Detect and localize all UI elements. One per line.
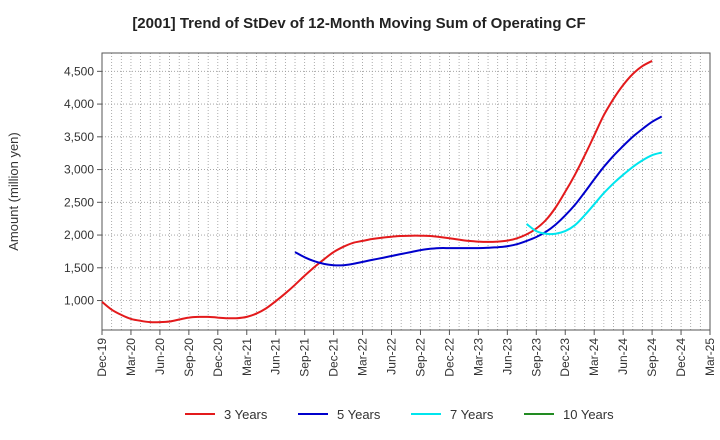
x-tick-label: Mar-22 [356,338,370,376]
x-tick-label: Sep-21 [298,338,312,377]
x-tick-label: Jun-23 [500,338,514,375]
plot-area [101,52,711,331]
grid [102,53,710,330]
y-axis-title: Amount (million yen) [6,132,21,251]
legend-label: 3 Years [224,407,268,422]
x-tick-label: Jun-20 [153,338,167,375]
series-lines [101,60,663,324]
y-tick-label: 3,000 [64,163,94,177]
y-axis: 1,000 1,500 2,000 2,500 3,000 3,500 4,000 4,500 [64,64,102,308]
legend-label: 5 Years [337,407,381,422]
x-tick-label: Dec-21 [327,338,341,377]
series-line-2 [294,115,663,267]
x-tick-label: Mar-20 [124,338,138,376]
x-tick-label: Sep-23 [529,338,543,377]
x-tick-label: Jun-22 [385,338,399,375]
y-tick-label: 4,000 [64,97,94,111]
y-tick-label: 4,500 [64,64,94,78]
x-tick-label: Jun-24 [616,338,630,375]
x-tick-label: Dec-23 [558,338,572,377]
x-tick-label: Jun-21 [269,338,283,375]
x-tick-label: Dec-20 [211,338,225,377]
x-tick-label: Dec-22 [442,338,456,377]
y-tick-label: 2,500 [64,195,94,209]
x-axis: Dec-19 Mar-20 Jun-20 Sep-20 Dec-20 Mar-21 Jun-… [95,330,717,377]
x-tick-label: Dec-19 [95,338,109,377]
x-tick-label: Mar-21 [240,338,254,376]
series-line-3 [525,151,662,236]
x-tick-label: Mar-25 [703,338,717,376]
x-tick-label: Sep-20 [182,338,196,377]
x-tick-label: Sep-24 [645,338,659,377]
y-tick-label: 1,500 [64,261,94,275]
y-tick-label: 2,000 [64,228,94,242]
x-tick-label: Mar-23 [471,338,485,376]
chart-title: [2001] Trend of StDev of 12-Month Moving… [132,15,585,32]
series-line-1 [101,60,653,324]
x-tick-label: Mar-24 [587,338,601,376]
legend: 3 Years 5 Years 7 Years 10 Years [185,407,614,422]
legend-label: 7 Years [450,407,494,422]
y-tick-label: 3,500 [64,130,94,144]
x-tick-label: Sep-22 [413,338,427,377]
y-tick-label: 1,000 [64,294,94,308]
legend-label: 10 Years [563,407,614,422]
x-tick-label: Dec-24 [674,338,688,377]
